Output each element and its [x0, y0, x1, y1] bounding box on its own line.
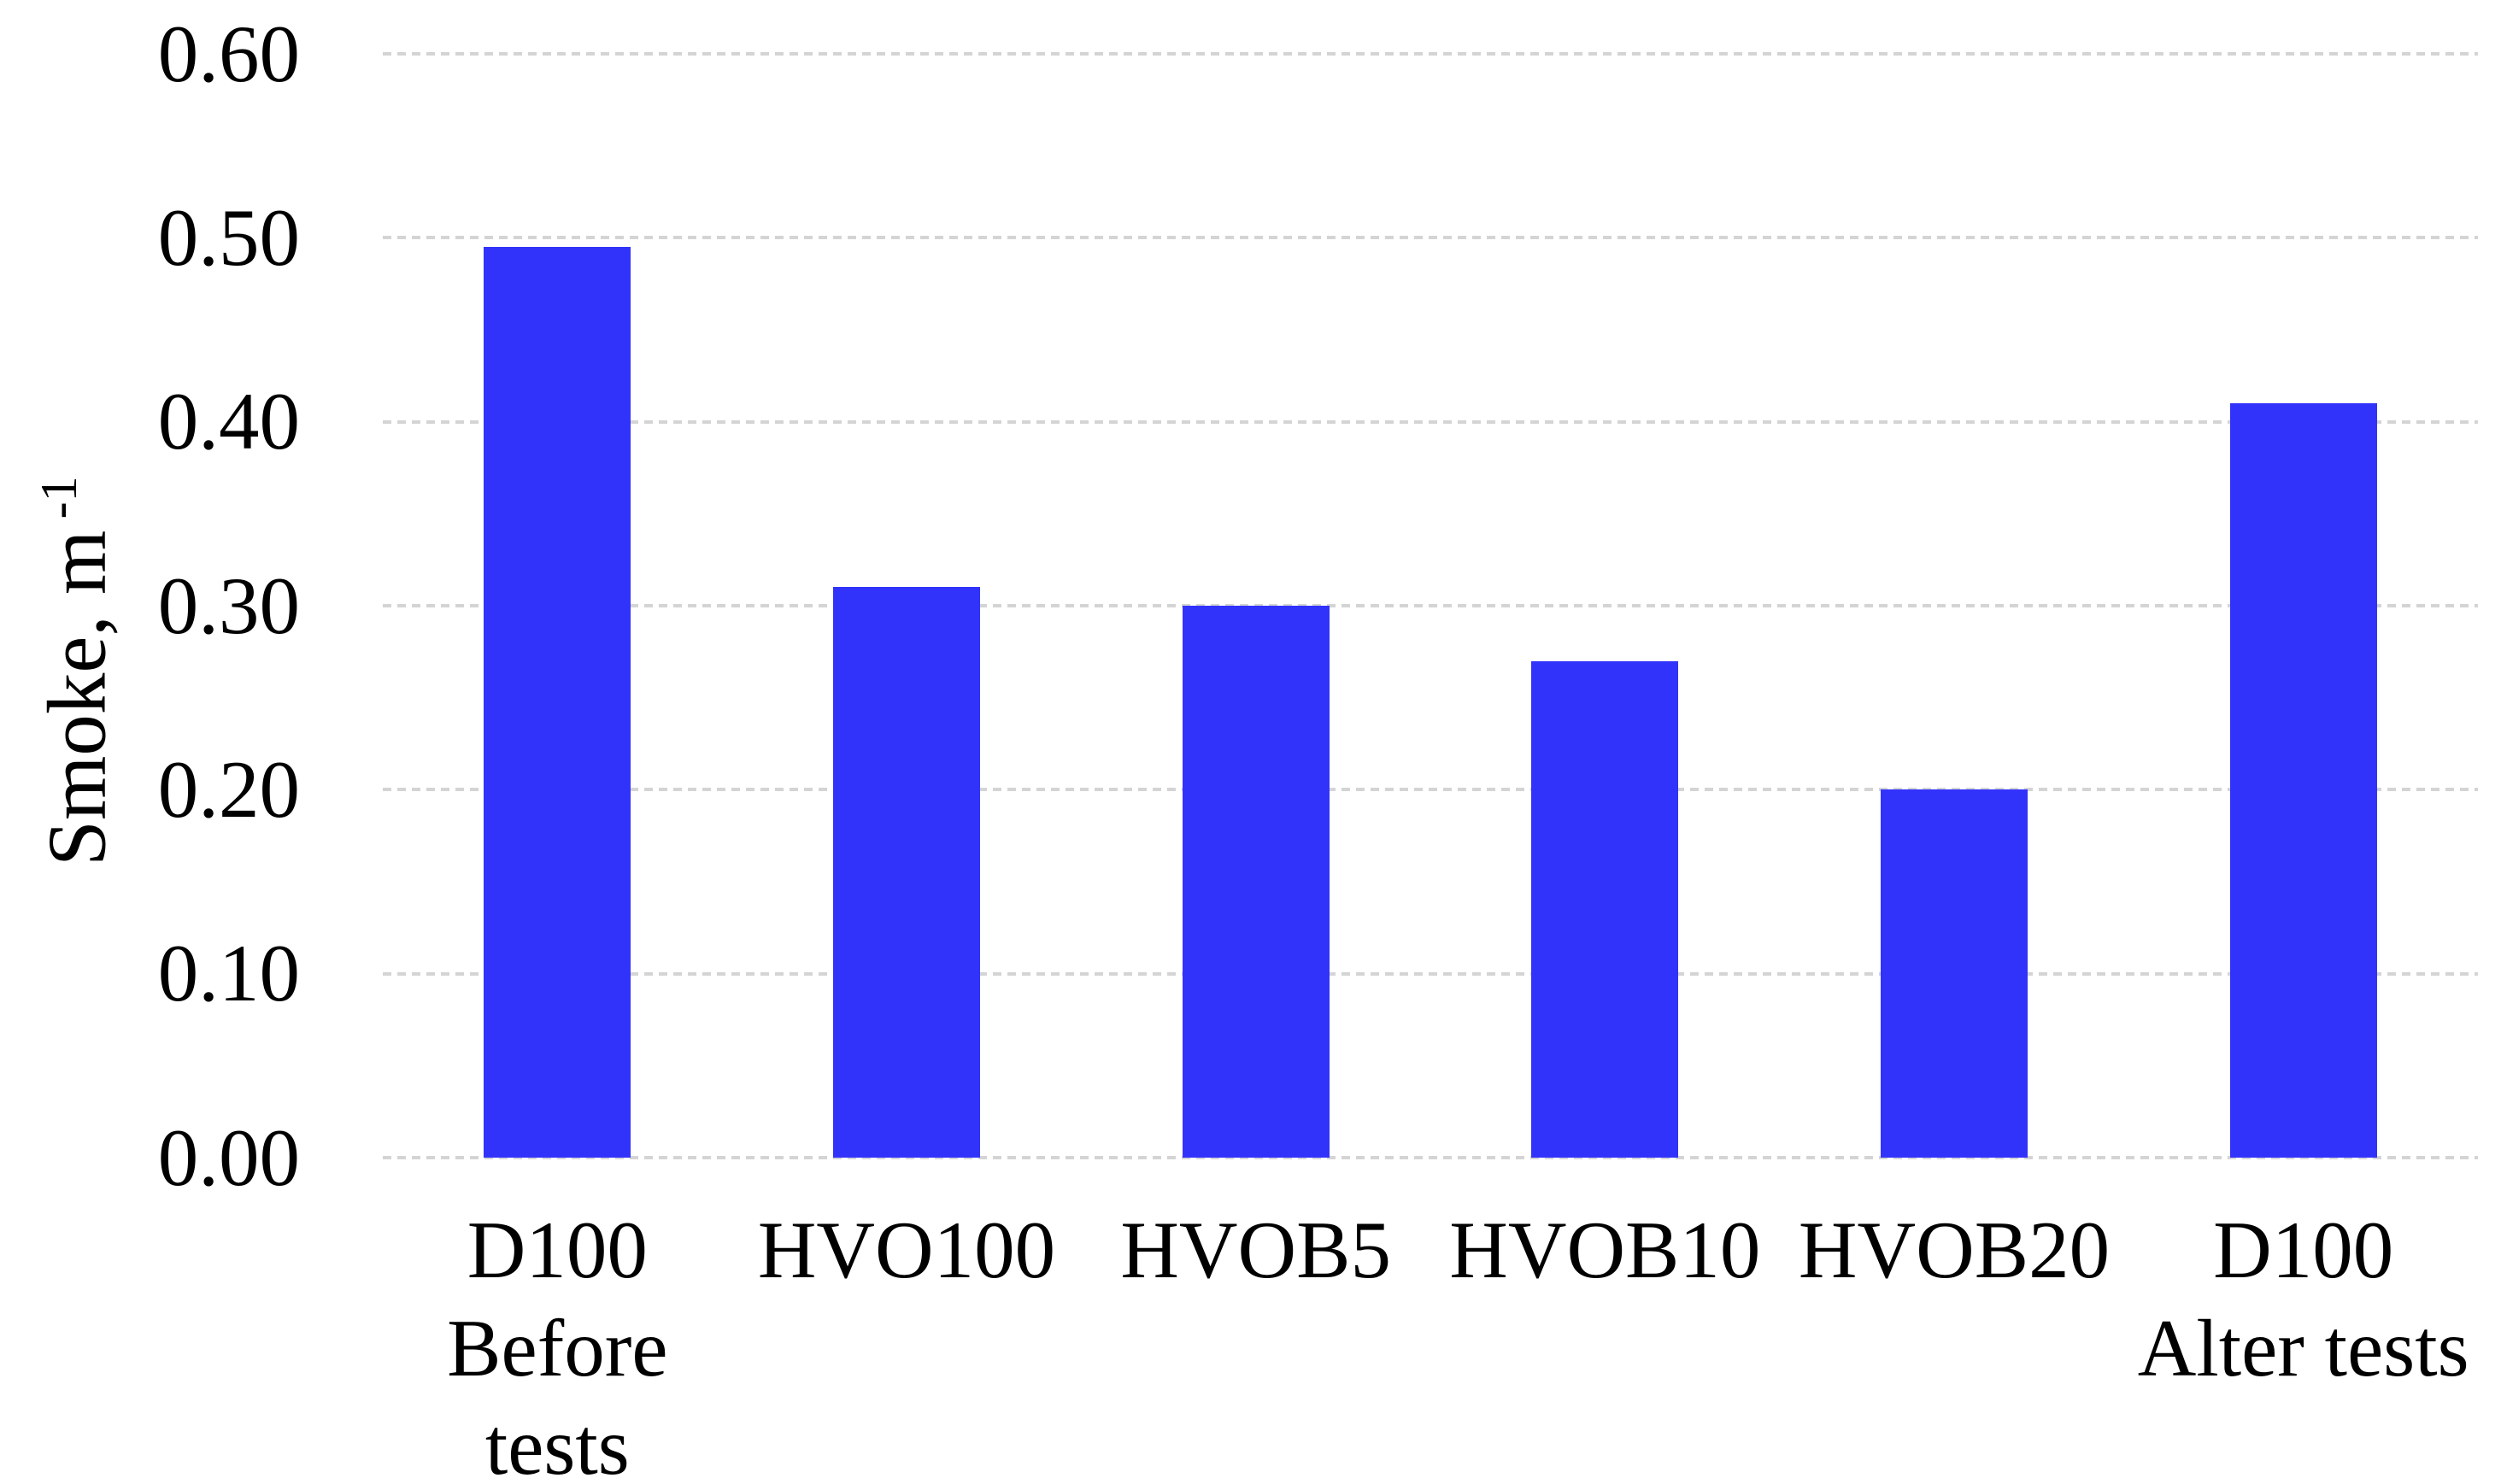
gridline-0.50	[383, 236, 2478, 240]
plot-area	[383, 52, 2478, 1159]
x-axis-label-line: HVOB10	[1449, 1205, 1761, 1295]
bar-hvob20	[1881, 789, 2028, 1158]
x-axis-label-line: HVOB20	[1798, 1205, 2111, 1295]
x-axis-label-line: D100	[467, 1205, 648, 1295]
y-tick-label-0.60: 0.60	[157, 8, 300, 99]
bar-d100-before-tests	[484, 247, 631, 1158]
x-axis-label-d100-alter-tests: D100 Alter tests	[2064, 1201, 2501, 1398]
x-axis-label-hvob20: HVOB20	[1715, 1201, 2193, 1299]
x-axis-label-line: tests	[484, 1401, 630, 1484]
gridline-0.60	[383, 52, 2478, 56]
bar-hvo100	[833, 587, 980, 1158]
x-axis-label-line: D100	[2213, 1205, 2394, 1295]
y-tick-label-0.40: 0.40	[157, 376, 300, 467]
y-tick-label-0.20: 0.20	[157, 743, 300, 835]
y-tick-label-0.00: 0.00	[157, 1112, 300, 1203]
bar-d100-alter-tests	[2229, 403, 2377, 1158]
gridline-0.00	[383, 1156, 2478, 1159]
y-axis-title-superscript: -1	[31, 476, 88, 519]
bar-hvob10	[1531, 660, 1679, 1158]
gridline-0.30	[383, 604, 2478, 607]
y-tick-label-0.50: 0.50	[157, 191, 300, 283]
x-axis-label-line: HVO100	[757, 1205, 1056, 1295]
x-axis-label-d100-before-tests: D100 Before tests	[318, 1201, 796, 1484]
bar-hvob5	[1182, 606, 1330, 1158]
x-axis-label-hvob10: HVOB10	[1365, 1201, 1844, 1299]
x-axis-label-line: Before	[447, 1303, 668, 1393]
gridline-0.20	[383, 788, 2478, 792]
y-tick-label-0.30: 0.30	[157, 560, 300, 651]
x-axis-label-line: HVOB5	[1120, 1205, 1391, 1295]
x-axis-label-line: Alter tests	[2137, 1303, 2469, 1393]
gridline-0.10	[383, 971, 2478, 976]
x-axis-label-hvob5: HVOB5	[1017, 1201, 1495, 1299]
x-axis-label-hvo100: HVO100	[667, 1201, 1146, 1299]
gridline-0.40	[383, 419, 2478, 424]
y-tick-label-0.10: 0.10	[157, 928, 300, 1019]
